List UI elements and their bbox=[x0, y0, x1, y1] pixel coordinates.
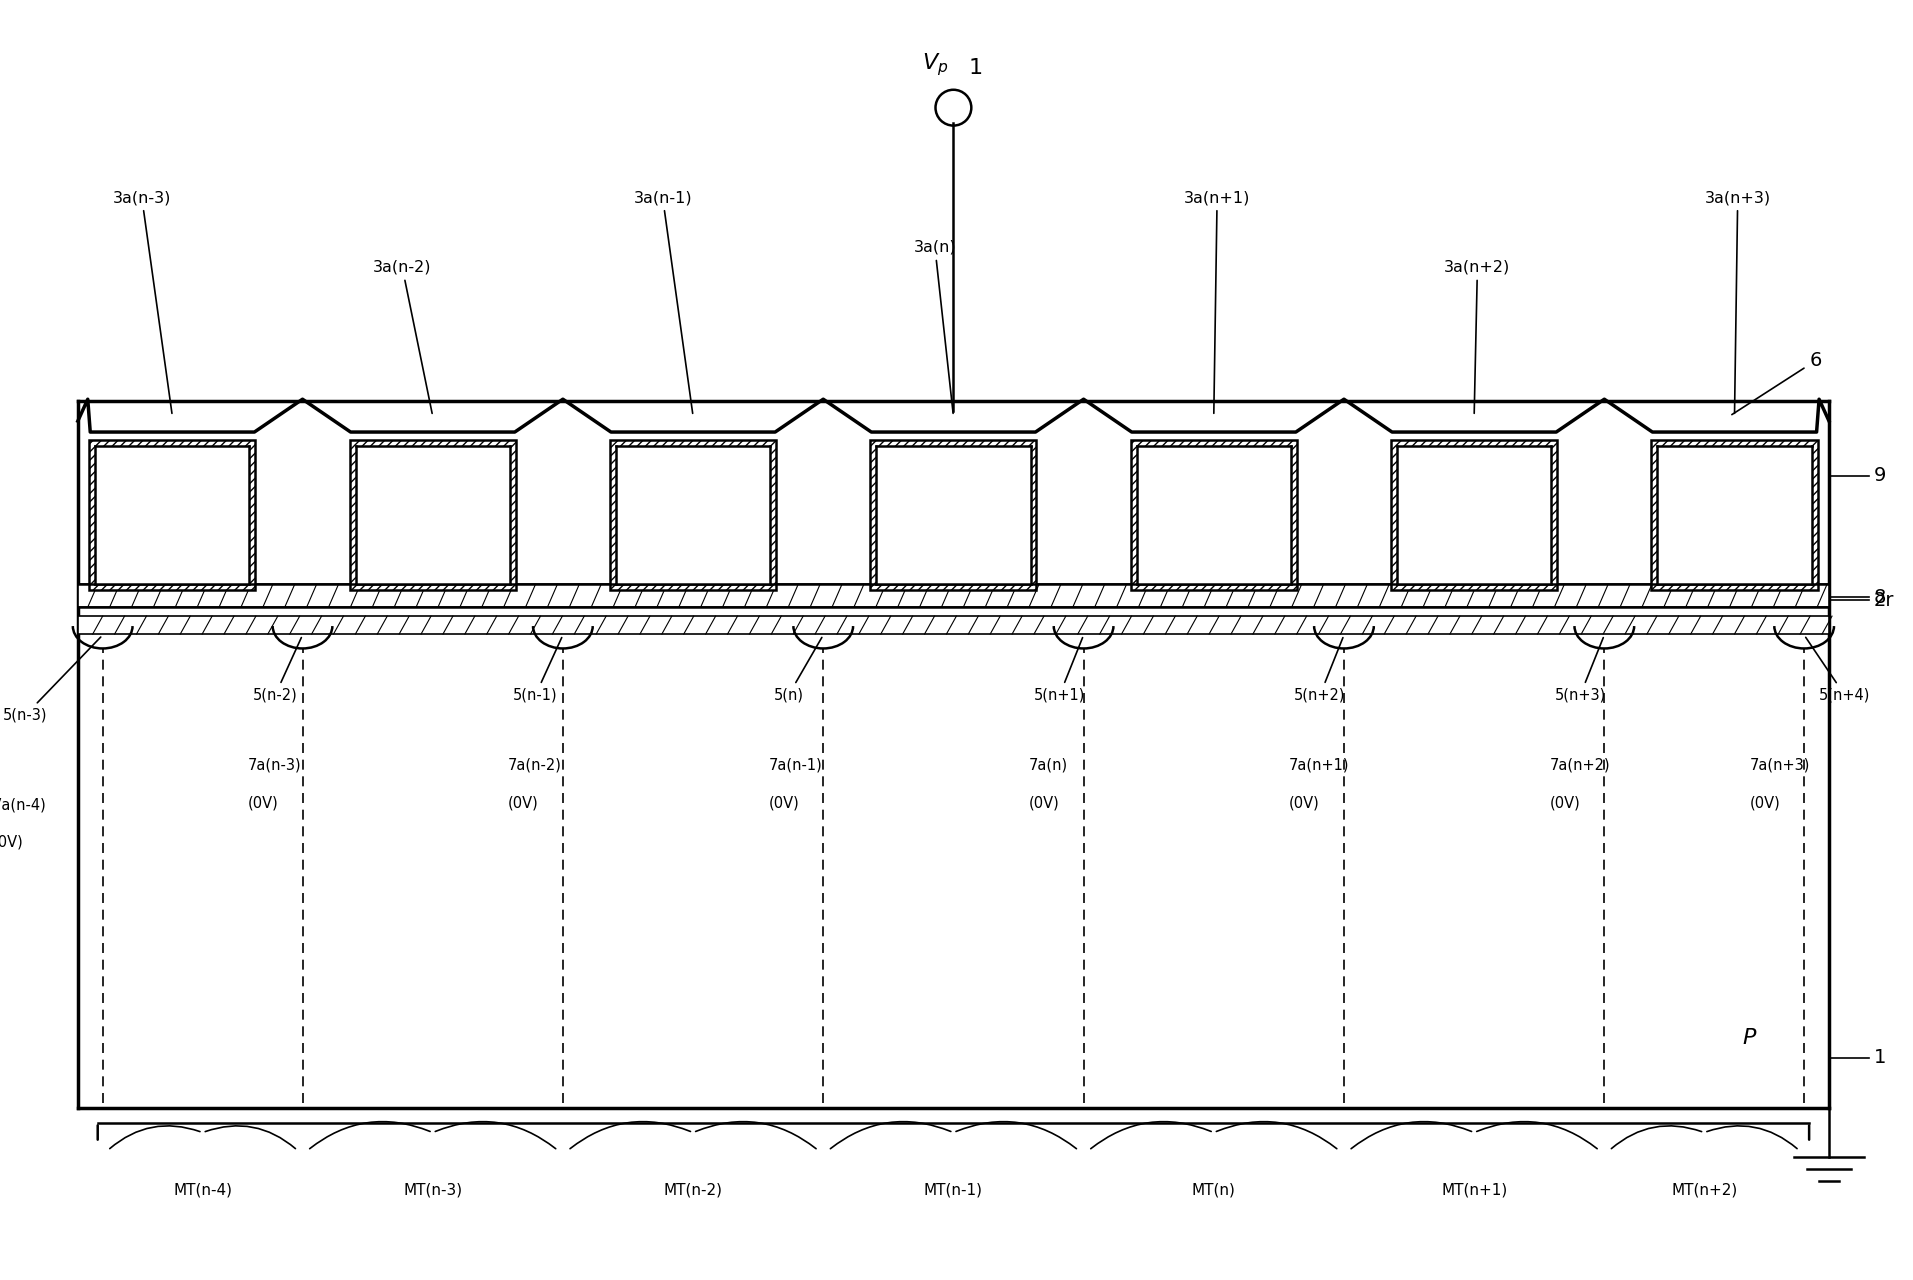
Text: 5(n-2): 5(n-2) bbox=[253, 637, 302, 703]
Text: (0V): (0V) bbox=[249, 795, 279, 810]
Text: 3a(n+2): 3a(n+2) bbox=[1444, 260, 1511, 413]
Text: 8: 8 bbox=[1875, 588, 1886, 607]
Text: (0V): (0V) bbox=[1748, 795, 1781, 810]
Text: 5(n-3): 5(n-3) bbox=[4, 637, 101, 723]
Text: (0V): (0V) bbox=[509, 795, 539, 810]
Text: (0V): (0V) bbox=[1289, 795, 1320, 810]
Text: MT(n-2): MT(n-2) bbox=[664, 1183, 723, 1197]
Bar bbox=[350, 440, 517, 590]
Bar bbox=[1651, 440, 1817, 590]
Text: 7a(n-2): 7a(n-2) bbox=[509, 758, 562, 772]
Text: MT(n): MT(n) bbox=[1192, 1183, 1236, 1197]
Text: P: P bbox=[1743, 1028, 1756, 1048]
Text: 5(n): 5(n) bbox=[773, 637, 823, 703]
Text: 3a(n-2): 3a(n-2) bbox=[373, 260, 432, 413]
Text: 7a(n-1): 7a(n-1) bbox=[769, 758, 823, 772]
Bar bbox=[870, 440, 1037, 590]
Text: 3a(n+3): 3a(n+3) bbox=[1704, 191, 1771, 413]
Text: MT(n+1): MT(n+1) bbox=[1440, 1183, 1507, 1197]
Bar bbox=[1657, 445, 1812, 584]
Text: $V_p$: $V_p$ bbox=[922, 51, 949, 78]
Text: 5(n-1): 5(n-1) bbox=[513, 637, 562, 703]
Bar bbox=[78, 616, 1829, 634]
Text: 3a(n+1): 3a(n+1) bbox=[1184, 191, 1251, 413]
Bar bbox=[876, 445, 1031, 584]
Text: MT(n-4): MT(n-4) bbox=[172, 1183, 231, 1197]
Text: MT(n+2): MT(n+2) bbox=[1672, 1183, 1737, 1197]
Text: 3a(n-3): 3a(n-3) bbox=[113, 191, 172, 413]
Text: 5(n+2): 5(n+2) bbox=[1295, 637, 1345, 703]
Text: 1: 1 bbox=[968, 58, 983, 78]
Text: 7a(n+2): 7a(n+2) bbox=[1550, 758, 1611, 772]
Text: (0V): (0V) bbox=[1029, 795, 1060, 810]
Bar bbox=[1136, 445, 1291, 584]
Text: 5(n+3): 5(n+3) bbox=[1555, 637, 1605, 703]
Text: 7a(n+1): 7a(n+1) bbox=[1289, 758, 1351, 772]
Text: 1: 1 bbox=[1875, 1048, 1886, 1068]
Text: 5(n+4): 5(n+4) bbox=[1806, 637, 1871, 703]
Text: (0V): (0V) bbox=[769, 795, 800, 810]
Text: 5(n+1): 5(n+1) bbox=[1033, 637, 1085, 703]
Text: (0V): (0V) bbox=[1550, 795, 1580, 810]
Text: 6: 6 bbox=[1731, 352, 1821, 415]
Bar bbox=[90, 440, 256, 590]
Bar bbox=[78, 584, 1829, 607]
Text: 9: 9 bbox=[1875, 466, 1886, 485]
Bar bbox=[1131, 440, 1297, 590]
Text: MT(n-1): MT(n-1) bbox=[924, 1183, 983, 1197]
Text: 7a(n+3): 7a(n+3) bbox=[1748, 758, 1810, 772]
Bar bbox=[1391, 440, 1557, 590]
Text: 7a(n): 7a(n) bbox=[1029, 758, 1067, 772]
Bar bbox=[616, 445, 771, 584]
Bar bbox=[96, 445, 249, 584]
Bar bbox=[610, 440, 777, 590]
Text: (0V): (0V) bbox=[0, 835, 25, 850]
Text: 3a(n): 3a(n) bbox=[914, 239, 956, 413]
Text: 3a(n-1): 3a(n-1) bbox=[633, 191, 693, 413]
Bar bbox=[1396, 445, 1551, 584]
Text: 7a(n-4): 7a(n-4) bbox=[0, 797, 48, 812]
Text: 7a(n-3): 7a(n-3) bbox=[249, 758, 302, 772]
Text: MT(n-3): MT(n-3) bbox=[404, 1183, 463, 1197]
Bar bbox=[356, 445, 509, 584]
Text: 2r: 2r bbox=[1875, 590, 1894, 609]
